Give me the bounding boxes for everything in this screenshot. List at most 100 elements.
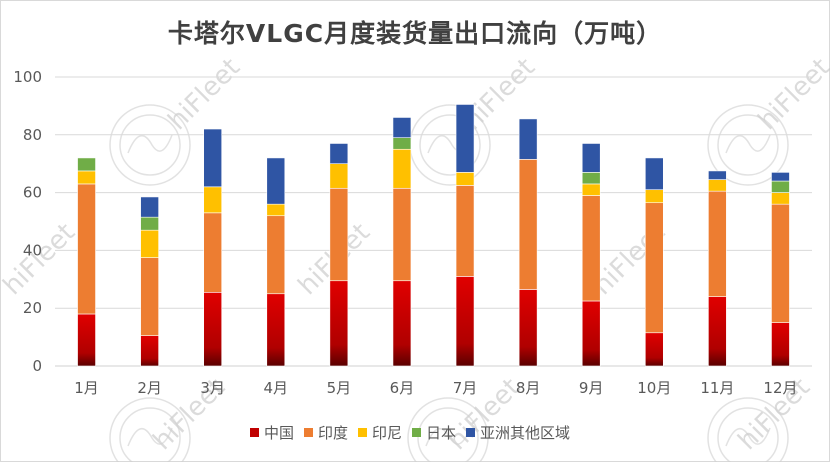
legend: 中国 印度 印尼 日本 亚洲其他区域 bbox=[250, 424, 570, 442]
bar-segment bbox=[329, 187, 349, 282]
y-tick-label: 0 bbox=[32, 357, 42, 375]
bar-segment bbox=[455, 276, 475, 367]
bar-segment bbox=[266, 203, 286, 217]
legend-label: 中国 bbox=[264, 424, 294, 442]
x-tick-label: 3月 bbox=[200, 379, 225, 397]
x-tick-label: 9月 bbox=[579, 379, 604, 397]
bar-segment bbox=[203, 186, 223, 214]
bar-segment bbox=[266, 215, 286, 295]
y-axis: 0 20 40 60 80 100 bbox=[13, 68, 42, 375]
legend-item: 印度 bbox=[304, 424, 348, 442]
bar-segment bbox=[708, 179, 727, 192]
x-tick-label: 6月 bbox=[390, 379, 415, 397]
gridlines bbox=[55, 76, 812, 367]
legend-swatch bbox=[466, 428, 475, 437]
bar-segment bbox=[392, 117, 412, 138]
bar-segment bbox=[455, 172, 475, 186]
legend-label: 印度 bbox=[318, 424, 348, 442]
x-tick-label: 12月 bbox=[763, 379, 797, 397]
watermark-text: hiFleet bbox=[163, 53, 246, 136]
bar-segment bbox=[140, 196, 159, 218]
y-tick-label: 100 bbox=[13, 68, 42, 86]
legend-label: 日本 bbox=[426, 424, 456, 442]
legend-item: 中国 bbox=[250, 424, 294, 442]
x-tick-label: 2月 bbox=[137, 379, 162, 397]
bar-segment bbox=[140, 335, 159, 367]
y-tick-label: 60 bbox=[23, 184, 42, 202]
bar-segment bbox=[708, 296, 727, 367]
bar-segment bbox=[203, 128, 223, 188]
bar-segment bbox=[140, 229, 159, 258]
bar-segment bbox=[518, 289, 538, 367]
legend-swatch bbox=[304, 428, 313, 437]
legend-item: 日本 bbox=[412, 424, 456, 442]
bar-segment bbox=[771, 172, 790, 182]
legend-label: 亚洲其他区域 bbox=[480, 424, 570, 442]
bar-segment bbox=[455, 104, 475, 173]
x-tick-label: 4月 bbox=[264, 379, 289, 397]
x-tick-label: 5月 bbox=[327, 379, 352, 397]
x-tick-label: 11月 bbox=[700, 379, 734, 397]
legend-item: 亚洲其他区域 bbox=[466, 424, 570, 442]
dragon-seal-icon bbox=[409, 104, 491, 186]
bar-segment bbox=[329, 280, 349, 367]
bar-segment bbox=[581, 183, 601, 196]
dragon-seal-icon bbox=[707, 397, 789, 462]
x-tick-label: 1月 bbox=[74, 379, 99, 397]
bar-segment bbox=[771, 322, 790, 367]
bar-segment bbox=[392, 137, 412, 150]
bar-segment bbox=[329, 143, 349, 165]
legend-swatch bbox=[358, 428, 367, 437]
bar-segment bbox=[771, 180, 790, 193]
bar-segment bbox=[771, 192, 790, 205]
chart-title: 卡塔尔VLGC月度装货量出口流向（万吨） bbox=[167, 19, 663, 48]
bar-segment bbox=[392, 148, 412, 189]
bar-segment bbox=[518, 118, 538, 160]
y-tick-label: 80 bbox=[23, 126, 42, 144]
bar-segment bbox=[708, 170, 727, 180]
x-tick-label: 8月 bbox=[516, 379, 541, 397]
bar-segment bbox=[140, 216, 159, 231]
bar-segment bbox=[77, 313, 96, 367]
bar-segment bbox=[581, 172, 601, 185]
bar-segment bbox=[581, 143, 601, 173]
dragon-seal-icon bbox=[109, 397, 191, 462]
bar-segment bbox=[581, 195, 601, 302]
bar-segment bbox=[708, 190, 727, 297]
bar-segment bbox=[203, 292, 223, 367]
dragon-seal-icon bbox=[707, 104, 789, 186]
bar-segment bbox=[644, 202, 664, 334]
bar-segment bbox=[392, 187, 412, 282]
bar-segment bbox=[644, 189, 664, 204]
legend-swatch bbox=[412, 428, 421, 437]
bar-segment bbox=[518, 159, 538, 290]
bar-segment bbox=[392, 280, 412, 367]
y-tick-label: 40 bbox=[23, 241, 42, 259]
bar-segment bbox=[644, 157, 664, 191]
x-tick-label: 10月 bbox=[637, 379, 671, 397]
bar-segment bbox=[140, 257, 159, 336]
bar-segment bbox=[203, 212, 223, 293]
legend-item: 印尼 bbox=[358, 424, 402, 442]
x-axis: 1月 2月 3月 4月 5月 6月 7月 8月 9月 10月 11月 12月 bbox=[74, 379, 797, 397]
x-tick-label: 7月 bbox=[453, 379, 478, 397]
bars bbox=[77, 104, 790, 367]
watermark-text: hiFleet bbox=[753, 53, 830, 136]
legend-swatch bbox=[250, 428, 259, 437]
bar-segment bbox=[771, 203, 790, 323]
bar-segment bbox=[644, 332, 664, 367]
bar-segment bbox=[266, 157, 286, 205]
bar-segment bbox=[77, 183, 96, 315]
bar-segment bbox=[266, 293, 286, 367]
dragon-seal-icon bbox=[109, 104, 191, 186]
y-tick-label: 20 bbox=[23, 299, 42, 317]
bar-segment bbox=[77, 170, 96, 185]
bar-segment bbox=[77, 157, 96, 172]
bar-segment bbox=[581, 300, 601, 367]
dragon-seal-icon bbox=[407, 397, 489, 462]
bar-segment bbox=[329, 163, 349, 189]
bar-segment bbox=[455, 185, 475, 277]
legend-label: 印尼 bbox=[372, 424, 402, 442]
